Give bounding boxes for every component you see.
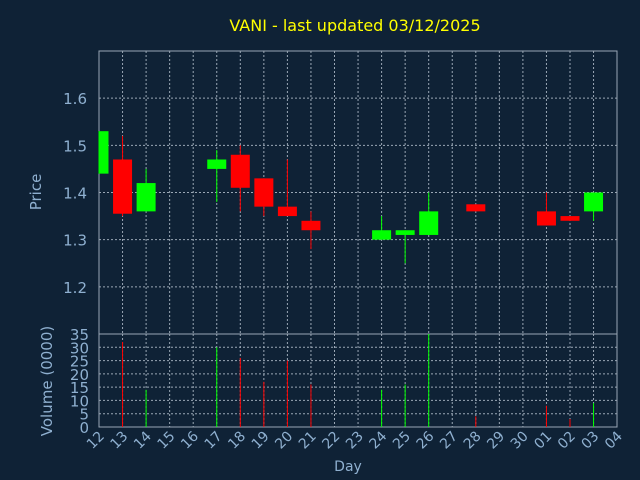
candle-body — [395, 230, 415, 235]
volume-tick-label: 10 — [70, 392, 89, 410]
volume-tick-label: 25 — [70, 353, 89, 371]
candle-body — [372, 230, 392, 240]
volume-axis-label: Volume (0000) — [38, 326, 56, 436]
candle-body — [277, 206, 297, 217]
volume-tick-label: 15 — [70, 379, 89, 397]
candle-body — [113, 159, 133, 214]
volume-tick-label: 5 — [79, 406, 89, 424]
candle-body — [560, 216, 580, 221]
candle-body — [419, 211, 439, 235]
price-tick-label: 1.3 — [63, 232, 87, 250]
candle-body — [207, 159, 227, 169]
price-axis-label: Price — [27, 174, 45, 211]
candle-body — [99, 131, 109, 174]
candle-body — [301, 220, 321, 231]
candle-body — [466, 204, 486, 212]
candle-body — [254, 178, 274, 207]
candle-body — [536, 211, 556, 226]
price-tick-label: 1.2 — [63, 279, 87, 297]
price-tick-label: 1.4 — [63, 185, 87, 203]
volume-tick-label: 20 — [70, 366, 89, 384]
candle-body — [136, 183, 156, 212]
volume-tick-label: 0 — [79, 419, 89, 437]
candle-body — [584, 192, 604, 212]
volume-tick-label: 30 — [70, 339, 89, 357]
price-panel: 1.2 1.3 1.4 1.5 1.6 — [63, 50, 618, 335]
volume-tick-label: 35 — [70, 326, 89, 344]
x-axis-label: Day — [334, 459, 362, 475]
volume-panel-border — [98, 333, 618, 428]
price-tick-label: 1.5 — [63, 137, 87, 155]
candle-body — [230, 154, 250, 188]
price-tick-label: 1.6 — [63, 90, 87, 108]
chart-title: VANI - last updated 03/12/2025 — [229, 16, 480, 35]
